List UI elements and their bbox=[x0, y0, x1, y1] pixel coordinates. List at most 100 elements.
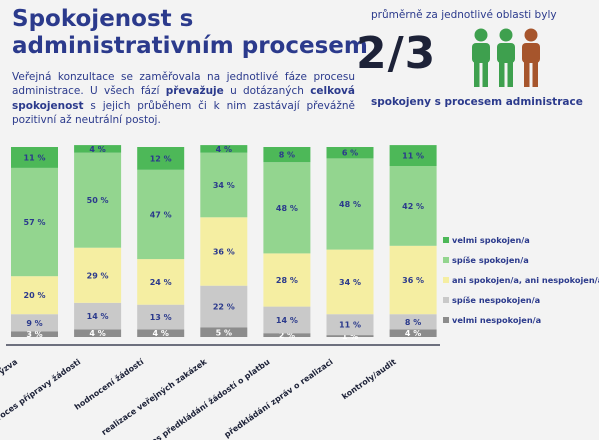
data-label: 36 % bbox=[402, 276, 424, 285]
data-label: 34 % bbox=[213, 181, 235, 190]
data-label: 12 % bbox=[150, 154, 172, 163]
category-label: kontroly/audit bbox=[340, 357, 398, 401]
legend-label: spíše spokojen/a bbox=[452, 255, 529, 265]
data-label: 4 % bbox=[89, 329, 105, 338]
legend-label: velmi nespokojen/a bbox=[452, 315, 541, 325]
data-label: 8 % bbox=[279, 151, 295, 160]
intro-bold-2: celková spokojenost bbox=[12, 85, 355, 112]
bar-segment bbox=[326, 314, 374, 336]
bar-segment bbox=[263, 162, 311, 254]
bar-segment bbox=[74, 247, 122, 303]
bar-segment bbox=[137, 169, 185, 260]
data-label: 8 % bbox=[405, 318, 421, 327]
bar-segment bbox=[326, 335, 374, 337]
people-icon bbox=[472, 28, 540, 87]
bar-segment bbox=[263, 333, 311, 337]
bar-segment bbox=[137, 329, 185, 337]
data-label: 4 % bbox=[153, 329, 169, 338]
intro-text: Veřejná konzultace se zaměřovala na jedn… bbox=[12, 70, 355, 127]
bar-segment bbox=[137, 304, 185, 330]
bar-segment bbox=[74, 152, 122, 248]
stat-caption-top: průměrně za jednotlivé oblasti byly bbox=[371, 9, 557, 21]
page-title: Spokojenost s administrativním procesem bbox=[12, 6, 368, 59]
bar-segment bbox=[389, 329, 437, 337]
bar-segment bbox=[200, 327, 248, 337]
bar-segment bbox=[389, 245, 437, 315]
person-icon-1 bbox=[472, 28, 490, 87]
bar-segment bbox=[326, 147, 374, 159]
bar-segment bbox=[11, 331, 58, 337]
data-label: 14 % bbox=[87, 312, 109, 321]
data-label: 28 % bbox=[276, 276, 298, 285]
stat-value: 2/3 bbox=[356, 28, 437, 79]
category-label: hodnocení žádostí bbox=[73, 357, 146, 412]
category-label: výzva bbox=[0, 357, 19, 379]
data-label: 50 % bbox=[87, 196, 109, 205]
bar-segment bbox=[200, 285, 248, 328]
bar-segment bbox=[263, 253, 311, 307]
person-icon-3 bbox=[522, 28, 540, 87]
data-label: 4 % bbox=[89, 145, 105, 154]
legend-swatch bbox=[443, 277, 449, 283]
stat-caption-bottom: spokojeny s procesem administrace bbox=[371, 96, 583, 108]
data-label: 11 % bbox=[339, 321, 361, 330]
bar-segment bbox=[74, 329, 122, 337]
data-label: 11 % bbox=[402, 152, 424, 161]
category-label: předkládání zpráv o realizaci bbox=[223, 357, 335, 439]
person-icon-2 bbox=[497, 28, 515, 87]
legend-swatch bbox=[443, 237, 449, 243]
legend-label: velmi spokojen/a bbox=[452, 235, 530, 245]
bar-segment bbox=[326, 249, 374, 315]
intro-bold-1: převažuje bbox=[165, 85, 224, 98]
data-label: 57 % bbox=[24, 218, 46, 227]
bar-segment bbox=[74, 302, 122, 330]
data-label: 47 % bbox=[150, 210, 172, 219]
data-label: 2 % bbox=[279, 331, 295, 340]
data-label: 9 % bbox=[26, 319, 42, 328]
data-label: 42 % bbox=[402, 202, 424, 211]
data-label: 29 % bbox=[87, 271, 109, 280]
data-label: 14 % bbox=[276, 316, 298, 325]
bar-segment bbox=[137, 147, 185, 170]
data-label: 20 % bbox=[24, 291, 46, 300]
legend-label: ani spokojen/a, ani nespokojen/a bbox=[452, 275, 599, 285]
bar-segment bbox=[263, 147, 311, 163]
data-label: 6 % bbox=[342, 149, 358, 158]
data-label: 11 % bbox=[24, 153, 46, 162]
data-label: 34 % bbox=[339, 278, 361, 287]
legend-swatch bbox=[443, 317, 449, 323]
category-label: realizace veřejných zakázek bbox=[100, 357, 209, 437]
data-label: 24 % bbox=[150, 278, 172, 287]
bar-segment bbox=[389, 166, 437, 246]
bar-segment bbox=[11, 167, 58, 277]
data-label: 13 % bbox=[150, 313, 172, 322]
bar-segment bbox=[200, 145, 248, 153]
data-label: 48 % bbox=[339, 200, 361, 209]
data-label: 1 % bbox=[342, 332, 358, 341]
data-label: 36 % bbox=[213, 248, 235, 257]
bar-segment bbox=[11, 147, 58, 168]
data-label: 48 % bbox=[276, 204, 298, 213]
bar-segment bbox=[11, 276, 58, 315]
data-label: 4 % bbox=[405, 329, 421, 338]
data-label: 3 % bbox=[26, 330, 42, 339]
intro-part-2: u dotázaných bbox=[223, 85, 311, 98]
legend-swatch bbox=[443, 297, 449, 303]
data-label: 22 % bbox=[213, 303, 235, 312]
legend-label: spíše nespokojen/a bbox=[452, 295, 540, 305]
bar-segment bbox=[200, 152, 248, 218]
bar-segment bbox=[263, 306, 311, 334]
bar-segment bbox=[389, 145, 437, 166]
bar-segment bbox=[74, 145, 122, 153]
bar-segment bbox=[137, 259, 185, 305]
bar-segment bbox=[11, 314, 58, 332]
intro-part-3: s jejich průběhem či k nim zastávají pře… bbox=[12, 99, 355, 126]
intro-part-1: Veřejná konzultace se zaměřovala na jedn… bbox=[12, 71, 355, 98]
bar-segment bbox=[200, 217, 248, 286]
legend-swatch bbox=[443, 257, 449, 263]
data-label: 5 % bbox=[216, 328, 232, 337]
data-label: 4 % bbox=[216, 145, 232, 154]
bar-segment bbox=[326, 158, 374, 250]
bar-segment bbox=[389, 314, 437, 330]
